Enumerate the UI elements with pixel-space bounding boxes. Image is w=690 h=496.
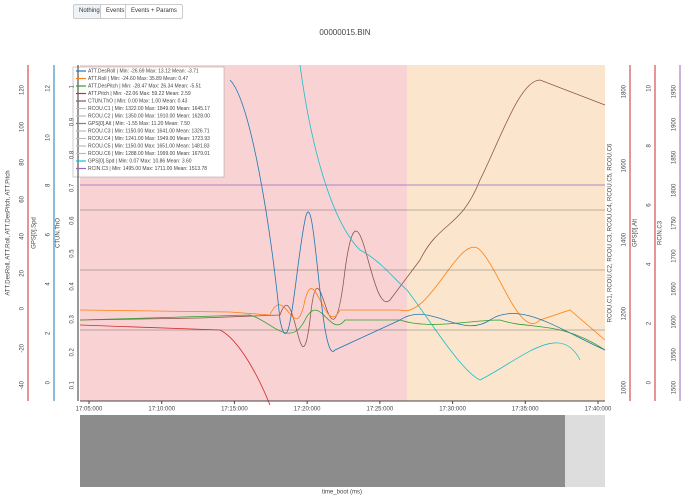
legend-entry: ATT.Pitch | Min: -22.06 Max: 59.22 Mean:… xyxy=(88,91,191,97)
legend-entry: RCIN.C3 | Min: 1495.00 Max: 1711.00 Mean… xyxy=(88,166,207,172)
y-tick-label: 120 xyxy=(20,84,26,95)
y-tick-label: 1800 xyxy=(672,183,678,197)
curves xyxy=(79,64,606,406)
chart-title: 00000015.BIN xyxy=(319,28,370,37)
legend-entry: RCOU.C1 | Min: 1322.00 Max: 1849.00 Mean… xyxy=(88,106,210,112)
y-tick-label: 60 xyxy=(20,195,26,202)
x-tick-label: 17:20:000 xyxy=(294,407,321,413)
y-tick-label: 4 xyxy=(647,262,653,266)
x-tick-label: 17:05:000 xyxy=(76,407,103,413)
y-tick-label: 100 xyxy=(20,121,26,132)
y-tick-label: 1800 xyxy=(622,84,628,98)
legend-entry: RCOU.C6 | Min: 1288.00 Max: 1999.00 Mean… xyxy=(88,151,210,157)
y-tick-label: 2 xyxy=(46,331,52,335)
legend-entry: RCOU.C4 | Min: 1241.00 Max: 1949.00 Mean… xyxy=(88,136,210,142)
x-tick-label: 17:35:000 xyxy=(512,407,539,413)
y-tick-label: 0.2 xyxy=(70,347,76,356)
y-tick-label: 1950 xyxy=(672,84,678,98)
y-tick-label: 1 xyxy=(70,84,76,88)
legend-entry: RCOU.C3 | Min: 1150.00 Max: 1641.00 Mean… xyxy=(88,128,210,134)
y-tick-label: 1650 xyxy=(672,282,678,296)
y-tick-label: 20 xyxy=(20,269,26,276)
x-tick-label: 17:25:000 xyxy=(367,407,394,413)
y-tick-label: 1550 xyxy=(672,347,678,361)
x-tick-label: 17:10:000 xyxy=(148,407,175,413)
y-tick-label: 1600 xyxy=(672,315,678,329)
y-axis-title: RCOU.C1, RCOU.C2, RCOU.C3, RCOU.C4, RCOU… xyxy=(608,143,614,322)
region xyxy=(407,65,605,401)
y-tick-label: 40 xyxy=(20,232,26,239)
legend-entry: ATT.Roll | Min: -24.60 Max: 35.89 Mean: … xyxy=(88,76,188,82)
y-tick-label: 0.6 xyxy=(70,216,76,225)
legend-entry: ATT.DesRoll | Min: -26.69 Max: 13.12 Mea… xyxy=(88,68,199,74)
y-tick-label: 0.9 xyxy=(70,117,76,126)
y-axis-title: GPS[0].Spd xyxy=(32,217,38,249)
x-tick-label: 17:15:000 xyxy=(221,407,248,413)
y-tick-label: -40 xyxy=(20,380,26,389)
y-tick-label: 1400 xyxy=(622,232,628,246)
y-tick-label: 1750 xyxy=(672,216,678,230)
x-tick-label: 17:30:000 xyxy=(439,407,466,413)
y-tick-label: 0.1 xyxy=(70,380,76,389)
y-tick-label: 0.7 xyxy=(70,183,76,192)
y-axis-title: RCIN.C3 xyxy=(658,220,664,245)
y-axis-title: GPS[0].Alt xyxy=(633,219,639,247)
y-tick-label: 10 xyxy=(46,134,52,141)
legend-entry: RCOU.C2 | Min: 1350.00 Max: 1910.00 Mean… xyxy=(88,113,210,119)
legend-entry: CTUN.ThO | Min: 0.00 Max: 1.00 Mean: 0.4… xyxy=(88,98,188,104)
legend-entry: RCOU.C5 | Min: 1150.00 Max: 1651.00 Mean… xyxy=(88,143,210,149)
y-axis-title: ATT.DesRoll, ATT.Roll, ATT.DesPitch, ATT… xyxy=(6,170,12,295)
y-tick-label: 4 xyxy=(46,282,52,286)
y-tick-label: 6 xyxy=(647,203,653,207)
y-tick-label: 8 xyxy=(647,144,653,148)
y-tick-label: 1000 xyxy=(622,380,628,394)
y-tick-label: 0 xyxy=(647,380,653,384)
y-tick-label: 6 xyxy=(46,232,52,236)
y-tick-label: 0.8 xyxy=(70,150,76,159)
y-tick-label: 2 xyxy=(647,321,653,325)
chart: 00000015.BIN time_boot (ms) 17:05:000 17:… xyxy=(6,28,681,496)
y-tick-label: 1200 xyxy=(622,306,628,320)
range-slider[interactable] xyxy=(80,415,605,487)
y-tick-label: 1500 xyxy=(672,380,678,394)
y-tick-label: 1850 xyxy=(672,150,678,164)
y-tick-label: 0 xyxy=(20,306,26,310)
y-tick-label: 80 xyxy=(20,158,26,165)
y-tick-label: 0.3 xyxy=(70,315,76,324)
y-tick-label: 12 xyxy=(46,84,52,91)
y-tick-label: 0.5 xyxy=(70,249,76,258)
x-tick-label: 17:40:000 xyxy=(585,407,612,413)
range-window[interactable] xyxy=(565,415,605,487)
y-tick-label: 1900 xyxy=(672,117,678,131)
legend-entry: ATT.DesPitch | Min: -28.47 Max: 26.34 Me… xyxy=(88,83,201,89)
y-tick-label: -20 xyxy=(20,343,26,352)
y-tick-label: 0.4 xyxy=(70,282,76,291)
y-tick-label: 8 xyxy=(46,183,52,187)
x-axis-title: time_boot (ms) xyxy=(322,490,362,496)
legend xyxy=(72,66,225,178)
y-tick-label: 1700 xyxy=(672,249,678,263)
y-tick-label: 1600 xyxy=(622,158,628,172)
legend-entry: GPS[0].Spd | Min: 0.07 Max: 10.86 Mean: … xyxy=(88,158,192,164)
button[interactable]: Events + Params xyxy=(125,4,183,19)
y-tick-label: 0 xyxy=(46,380,52,384)
y-axis-title: CTUN.ThO xyxy=(56,218,62,248)
legend-entry: GPS[0].Alt | Min: -1.55 Max: 11.20 Mean:… xyxy=(88,121,190,127)
y-tick-label: 10 xyxy=(647,84,653,91)
